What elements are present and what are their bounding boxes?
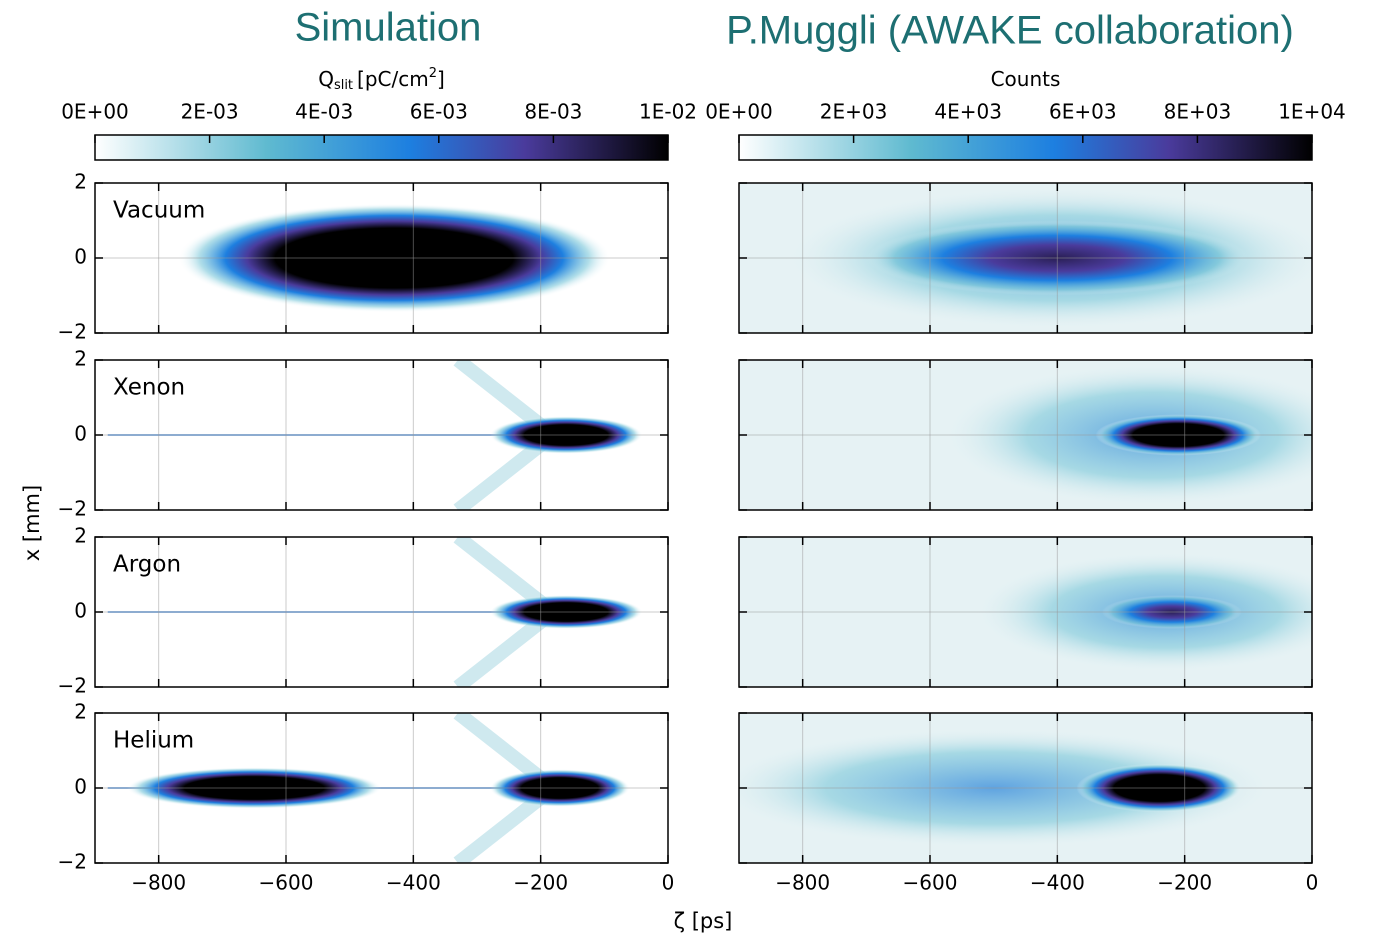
colorbar-tick-label: 4E+03	[934, 100, 1002, 124]
label-part: ]	[437, 67, 445, 91]
x-axis-label: ζ [ps]	[674, 909, 733, 933]
panel-label: Xenon	[113, 375, 185, 401]
colorbar-tick-label: 2E-03	[181, 100, 239, 124]
x-tick-label: 0	[662, 871, 675, 895]
x-tick-label: −600	[259, 871, 314, 895]
x-tick-label: −400	[386, 871, 441, 895]
x-tick-label: −800	[131, 871, 186, 895]
colorbar-label: Qslit [pC/cm2]	[318, 66, 445, 93]
y-tick-label: −2	[58, 674, 87, 698]
colorbar-tick-label: 6E+03	[1049, 100, 1117, 124]
x-tick-label: −800	[775, 871, 830, 895]
y-tick-label: 0	[74, 599, 87, 623]
y-tick-label: −2	[58, 850, 87, 874]
colorbar-tick-label: 8E+03	[1164, 100, 1232, 124]
y-tick-label: 0	[74, 422, 87, 446]
colorbar-tick-label: 8E-03	[524, 100, 582, 124]
panel-label: Vacuum	[113, 198, 205, 224]
colorbar-tick-label: 0E+00	[61, 100, 129, 124]
colorbar-tick-label: 2E+03	[820, 100, 888, 124]
y-axis-label: x [mm]	[20, 485, 44, 561]
panel-label: Argon	[113, 552, 181, 578]
label-part: Counts	[991, 67, 1061, 91]
x-tick-label: −200	[1157, 871, 1212, 895]
x-tick-label: −200	[513, 871, 568, 895]
figure: Simulation P.Muggli (AWAKE collaboration…	[0, 0, 1374, 939]
label-part: 2	[429, 66, 437, 81]
y-tick-label: −2	[58, 497, 87, 521]
x-tick-label: 0	[1306, 871, 1319, 895]
colorbar-tick-label: 6E-03	[410, 100, 468, 124]
column-title: P.Muggli (AWAKE collaboration)	[726, 9, 1294, 53]
label-part: Q	[318, 67, 334, 91]
y-tick-label: 0	[74, 775, 87, 799]
x-tick-label: −400	[1030, 871, 1085, 895]
y-tick-label: 2	[74, 170, 87, 194]
y-tick-label: −2	[58, 320, 87, 344]
colorbar-tick-label: 0E+00	[705, 100, 773, 124]
label-part: slit	[334, 78, 353, 93]
label-part: [pC/cm	[357, 67, 429, 91]
y-tick-label: 2	[74, 700, 87, 724]
colorbar-label: Counts	[991, 67, 1061, 91]
colorbar	[739, 135, 1312, 160]
colorbar-tick-label: 1E-02	[639, 100, 697, 124]
column-title: Simulation	[295, 6, 482, 50]
colorbar	[95, 135, 668, 160]
y-tick-label: 0	[74, 245, 87, 269]
panel-label: Helium	[113, 728, 194, 754]
colorbar-tick-label: 4E-03	[295, 100, 353, 124]
y-tick-label: 2	[74, 347, 87, 371]
colorbar-tick-label: 1E+04	[1278, 100, 1346, 124]
y-tick-label: 2	[74, 524, 87, 548]
x-tick-label: −600	[903, 871, 958, 895]
